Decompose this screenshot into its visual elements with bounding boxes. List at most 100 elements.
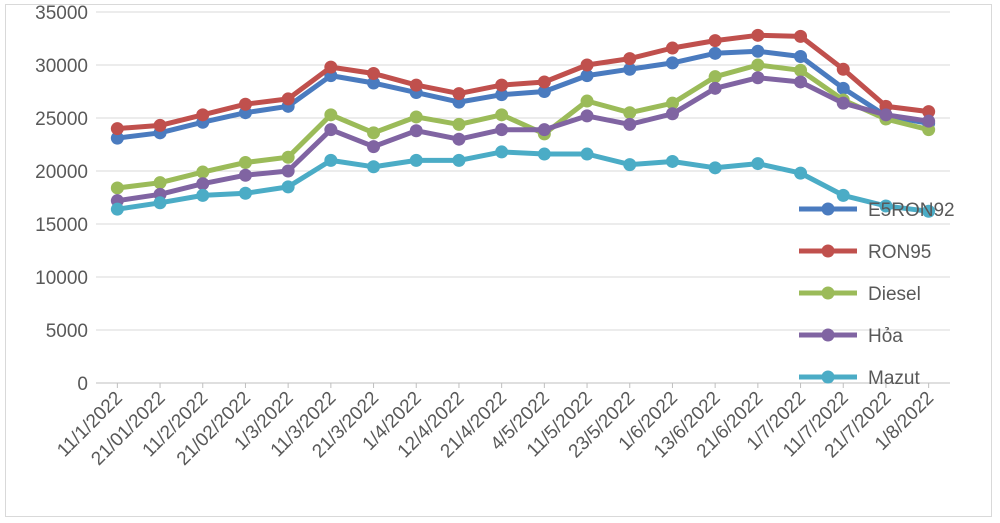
data-point <box>196 177 210 191</box>
series-line <box>116 149 930 214</box>
data-point <box>580 109 594 123</box>
data-point <box>409 124 423 138</box>
legend-item: RON95 <box>799 242 931 263</box>
y-tick-label: 15000 <box>35 215 88 236</box>
data-point <box>367 126 381 140</box>
data-point <box>708 46 722 60</box>
legend-swatch-marker <box>821 328 835 342</box>
y-tick-label: 20000 <box>35 162 88 183</box>
data-point <box>110 122 124 136</box>
data-point <box>836 188 850 202</box>
series-line <box>116 75 930 204</box>
data-point <box>452 153 466 167</box>
data-point <box>110 181 124 195</box>
data-point <box>238 168 252 182</box>
data-point <box>794 63 808 77</box>
gridlines <box>96 11 950 331</box>
data-point <box>836 96 850 110</box>
data-point <box>495 78 509 92</box>
data-point <box>537 85 551 98</box>
legend-label: Mazut <box>868 368 920 389</box>
data-point <box>708 81 722 95</box>
data-point <box>794 166 808 180</box>
series-3 <box>110 71 936 208</box>
legend-label: Hỏa <box>868 326 903 347</box>
data-point <box>922 204 936 218</box>
data-point <box>708 34 722 48</box>
data-point <box>751 71 765 85</box>
x-axis: 11/1/202221/01/202211/2/202221/02/20221/… <box>53 382 950 470</box>
data-point <box>708 161 722 175</box>
data-point <box>751 157 765 171</box>
legend-item: Mazut <box>799 368 920 389</box>
legend-swatch-marker <box>821 370 835 384</box>
data-point <box>623 52 637 66</box>
data-point <box>623 106 637 120</box>
data-point <box>110 131 124 145</box>
legend-swatch-marker <box>821 244 835 258</box>
series-1 <box>110 28 936 136</box>
data-point <box>238 97 252 111</box>
data-point <box>836 62 850 76</box>
data-point <box>281 180 295 194</box>
data-point <box>537 75 551 89</box>
data-point <box>367 140 381 154</box>
y-tick-label: 35000 <box>35 3 88 24</box>
data-point <box>751 44 765 58</box>
data-point <box>452 132 466 146</box>
data-point <box>452 117 466 131</box>
data-point <box>751 28 765 42</box>
data-point <box>495 145 509 159</box>
data-point <box>367 76 381 90</box>
data-point <box>922 105 936 119</box>
data-point <box>409 78 423 92</box>
legend-swatch-marker <box>821 202 835 216</box>
data-point <box>110 202 124 216</box>
data-point <box>623 117 637 131</box>
data-point <box>794 75 808 89</box>
data-point <box>922 114 936 128</box>
data-point <box>537 147 551 161</box>
series-4 <box>110 145 936 218</box>
data-point <box>665 41 679 55</box>
data-point <box>580 147 594 161</box>
data-point <box>580 58 594 72</box>
data-point <box>665 96 679 110</box>
data-point <box>495 88 509 102</box>
data-point <box>409 153 423 167</box>
series-line <box>116 48 930 141</box>
data-point <box>324 108 338 122</box>
data-point <box>196 165 210 179</box>
legend-label: Diesel <box>868 284 921 305</box>
data-point <box>836 81 850 95</box>
data-point <box>580 69 594 83</box>
data-point <box>623 62 637 76</box>
data-point <box>708 70 722 84</box>
data-point <box>879 199 893 213</box>
data-point <box>238 156 252 170</box>
data-point <box>665 107 679 121</box>
data-point <box>409 110 423 124</box>
data-point <box>794 29 808 43</box>
data-point <box>153 176 167 190</box>
data-point <box>324 60 338 74</box>
data-point <box>238 186 252 200</box>
data-point <box>580 94 594 108</box>
y-axis: 0 5000 10000 15000 20000 25000 30000 35000 <box>35 3 88 395</box>
data-point <box>879 108 893 122</box>
y-tick-label: 25000 <box>35 109 88 130</box>
series-lines <box>110 28 936 218</box>
data-point <box>452 87 466 101</box>
series-line <box>117 32 930 132</box>
legend-item: Diesel <box>799 284 921 305</box>
y-tick-label: 10000 <box>35 268 88 289</box>
data-point <box>324 153 338 167</box>
y-tick-label: 30000 <box>35 56 88 77</box>
data-point <box>281 150 295 164</box>
legend-item: E5RON92 <box>799 200 955 221</box>
data-point <box>196 188 210 202</box>
data-point <box>537 123 551 137</box>
data-point <box>495 123 509 137</box>
data-point <box>281 164 295 178</box>
